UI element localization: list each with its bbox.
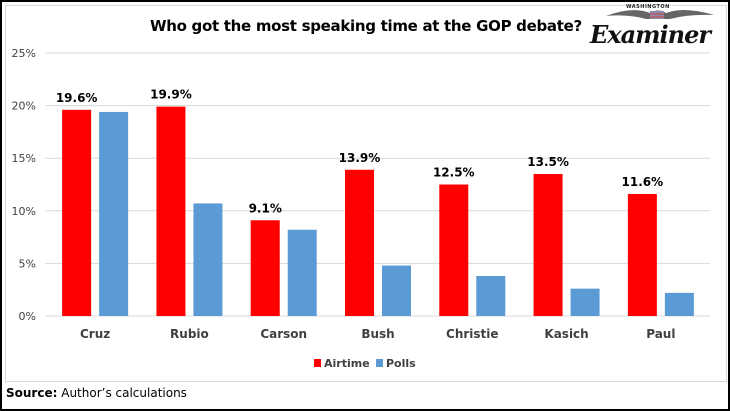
bar-polls-cruz bbox=[99, 111, 129, 316]
y-tick-label: 15% bbox=[12, 152, 36, 165]
legend-label-airtime: Airtime bbox=[324, 357, 370, 370]
logo-washington-text: WASHINGTON bbox=[626, 4, 670, 10]
data-label: 11.6% bbox=[622, 175, 664, 189]
data-label: 9.1% bbox=[249, 201, 282, 215]
bar-airtime-christie bbox=[439, 184, 469, 316]
y-tick-label: 5% bbox=[19, 257, 36, 270]
y-tick-label: 20% bbox=[12, 100, 36, 113]
bar-airtime-paul bbox=[627, 193, 657, 316]
bar-airtime-cruz bbox=[62, 109, 92, 316]
legend-label-polls: Polls bbox=[386, 357, 416, 370]
data-label: 13.5% bbox=[527, 155, 569, 169]
bar-airtime-rubio bbox=[156, 106, 186, 316]
bar-polls-paul bbox=[664, 292, 694, 316]
legend-swatch-airtime bbox=[314, 359, 321, 367]
bar-polls-kasich bbox=[570, 288, 600, 316]
bar-chart: 0% 5% 10% 15% 20% 25% 19.6% Cruz 19.9% Rubio 9.1%… bbox=[12, 47, 710, 370]
data-label: 19.9% bbox=[150, 88, 192, 102]
bar-airtime-kasich bbox=[533, 173, 563, 316]
washington-examiner-logo: WASHINGTON Examiner bbox=[588, 4, 718, 52]
x-tick-label: Rubio bbox=[170, 327, 209, 341]
y-tick-label: 10% bbox=[12, 205, 36, 218]
y-tick-label: 25% bbox=[12, 47, 36, 60]
data-label: 13.9% bbox=[339, 151, 381, 165]
legend-swatch-polls bbox=[376, 359, 383, 367]
x-tick-label: Bush bbox=[361, 327, 394, 341]
x-tick-label: Kasich bbox=[544, 327, 588, 341]
eagle-icon bbox=[606, 9, 714, 19]
x-tick-label: Cruz bbox=[80, 327, 110, 341]
source-label: Source: bbox=[6, 386, 58, 400]
bar-polls-rubio bbox=[193, 203, 223, 316]
bar-airtime-bush bbox=[345, 169, 374, 316]
logo-examiner-text: Examiner bbox=[590, 20, 711, 49]
chart-title: Who got the most speaking time at the GO… bbox=[150, 17, 582, 35]
bar-polls-christie bbox=[476, 276, 506, 316]
chart-title-text: Who got the most speaking time at the GO… bbox=[150, 17, 582, 35]
x-tick-label: Christie bbox=[446, 327, 499, 341]
bar-polls-carson bbox=[287, 229, 317, 316]
source-text: Author’s calculations bbox=[61, 386, 187, 400]
y-tick-label: 0% bbox=[19, 310, 36, 323]
data-label: 12.5% bbox=[433, 166, 475, 180]
x-tick-label: Paul bbox=[646, 327, 675, 341]
bar-airtime-carson bbox=[250, 220, 280, 316]
bar-polls-bush bbox=[382, 265, 411, 316]
x-tick-label: Carson bbox=[260, 327, 307, 341]
chart-area-border bbox=[5, 5, 727, 382]
data-label: 19.6% bbox=[56, 91, 98, 105]
source-note: Source: Author’s calculations bbox=[6, 386, 187, 400]
